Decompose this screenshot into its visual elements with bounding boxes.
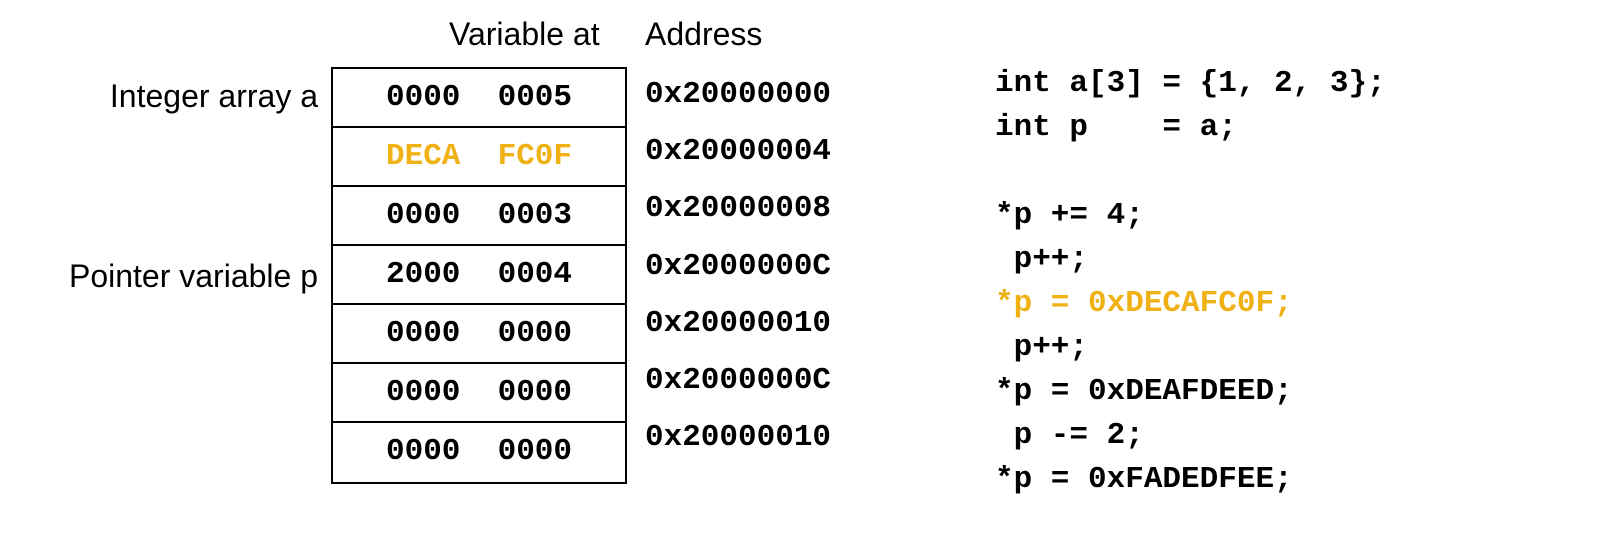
code-line: p -= 2; bbox=[995, 418, 1144, 453]
memory-cell: 0000 0000 bbox=[333, 305, 625, 364]
memory-cell: 2000 0004 bbox=[333, 246, 625, 305]
memory-table: 0000 0005 DECA FC0F 0000 0003 2000 0004 … bbox=[331, 67, 627, 484]
code-line: *p += 4; bbox=[995, 198, 1144, 233]
memory-cell: 0000 0000 bbox=[385, 434, 573, 469]
code-line: *p = 0xDECAFC0F; bbox=[995, 286, 1293, 321]
memory-cell: 0000 0005 bbox=[333, 69, 625, 128]
memory-cell: 0000 0003 bbox=[333, 187, 625, 246]
code-line: *p = 0xDEAFDEED; bbox=[995, 374, 1293, 409]
address-value: 0x20000010 bbox=[645, 306, 832, 341]
address-value: 0x2000000C bbox=[645, 249, 832, 284]
memory-cell: 0000 0000 bbox=[333, 364, 625, 423]
integer-array-label: Integer array a bbox=[109, 78, 318, 114]
address-value: 0x20000008 bbox=[645, 191, 832, 226]
code-line: int a[3] = {1, 2, 3}; bbox=[995, 66, 1386, 101]
code-line: p++; bbox=[995, 242, 1089, 277]
variable-at-header: Variable at bbox=[449, 16, 600, 52]
code-line: int p = a; bbox=[995, 110, 1237, 145]
pointer-variable-label: Pointer variable p bbox=[68, 258, 318, 294]
code-line: p++; bbox=[995, 330, 1089, 365]
address-header: Address bbox=[645, 16, 763, 52]
address-value: 0x20000004 bbox=[645, 134, 832, 169]
memory-cell: DECA FC0F bbox=[333, 128, 625, 187]
code-line: *p = 0xFADEDFEE; bbox=[995, 462, 1293, 497]
address-value: 0x20000000 bbox=[645, 77, 832, 112]
address-value: 0x2000000C bbox=[645, 363, 832, 398]
address-value: 0x20000010 bbox=[645, 420, 832, 455]
